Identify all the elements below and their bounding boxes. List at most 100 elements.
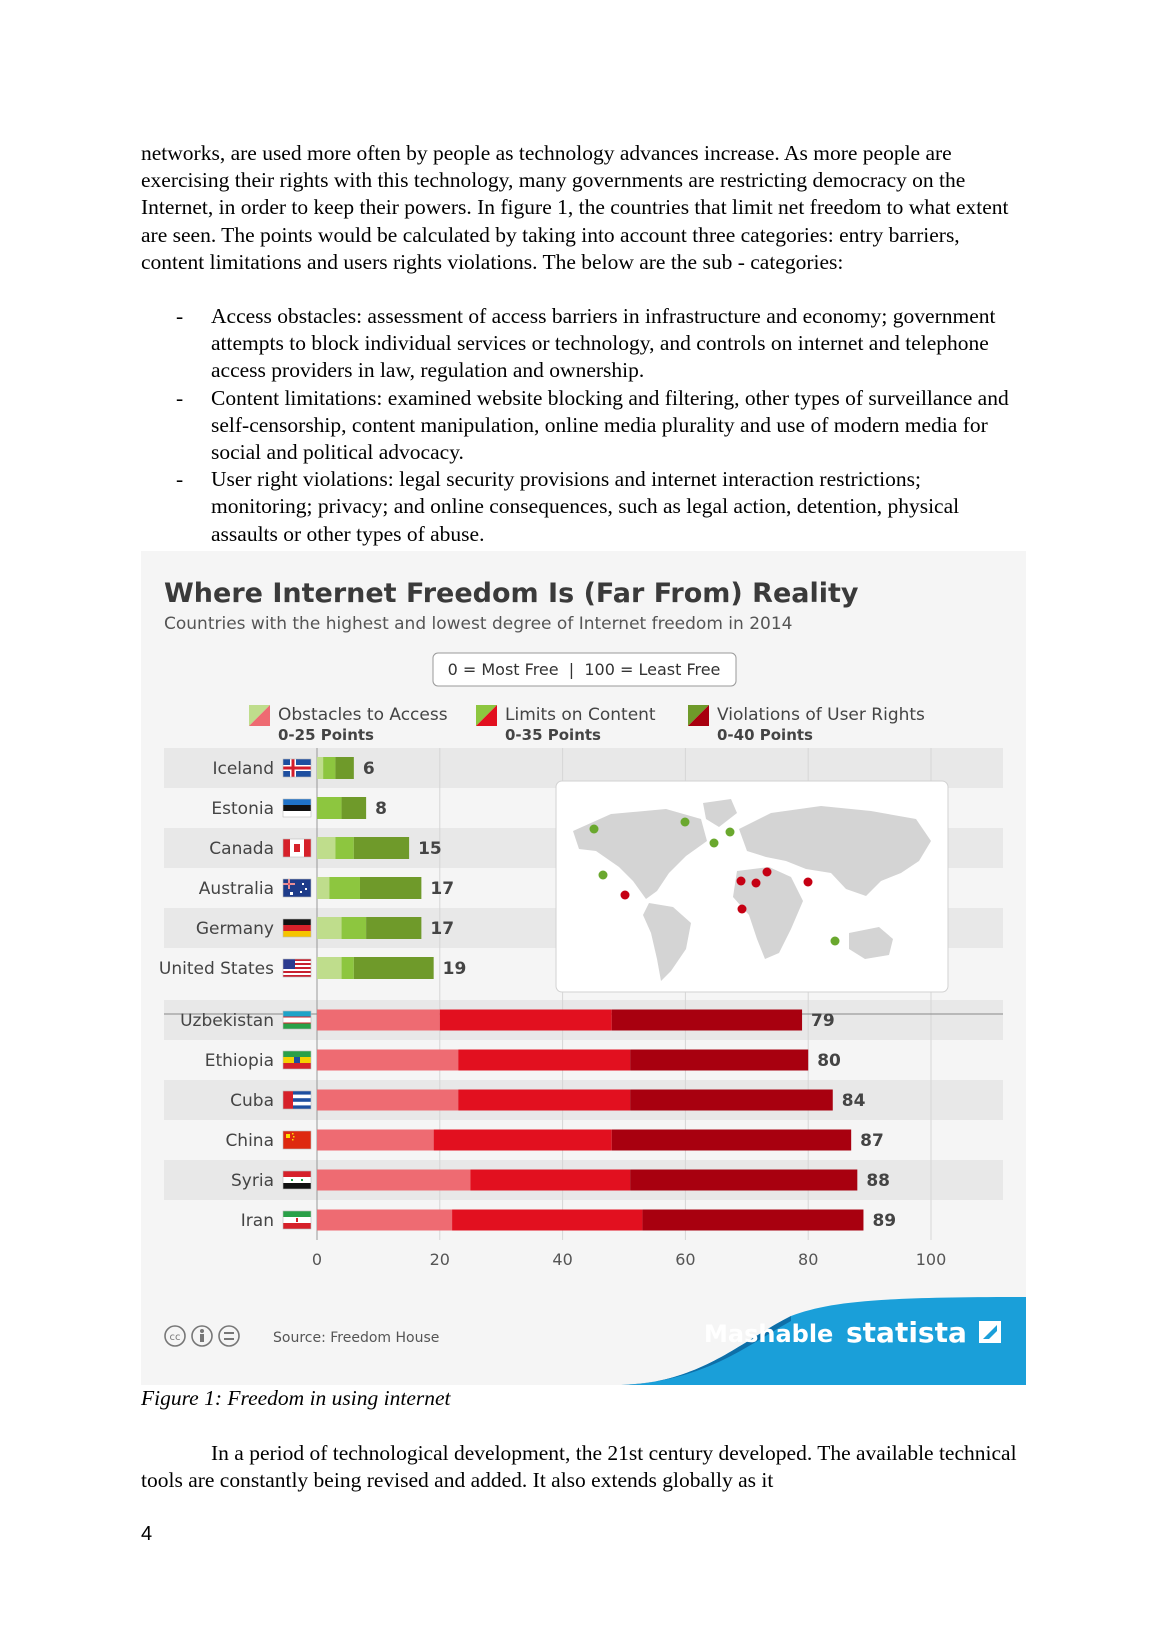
bullet-marker: -	[176, 385, 184, 410]
flag-icon	[282, 758, 312, 778]
x-tick-label: 20	[430, 1250, 450, 1269]
value-label: 89	[872, 1211, 896, 1231]
statista-logo: statista	[846, 1316, 967, 1349]
flag-part	[283, 1051, 311, 1057]
x-tick-label: 60	[675, 1250, 695, 1269]
country-label: China	[225, 1131, 274, 1151]
country-label: Canada	[209, 839, 274, 859]
country-label: Ethiopia	[205, 1051, 274, 1071]
legend-range: 0-40 Points	[717, 726, 813, 744]
value-label: 79	[811, 1011, 835, 1031]
flag-part	[283, 1017, 311, 1023]
bar-segment	[470, 1169, 631, 1191]
flag-border	[282, 878, 312, 898]
flag-part	[283, 975, 311, 977]
map-marker	[803, 877, 813, 887]
cc-icon-glyph: cc	[170, 1332, 181, 1343]
legend-swatch-content-notfree	[476, 705, 497, 726]
legend-item-rights: Violations of User Rights 0-40 Points	[688, 705, 925, 744]
x-tick-label: 40	[552, 1250, 572, 1269]
legend-item-access: Obstacles to Access 0-25 Points	[249, 705, 448, 744]
flag-part	[283, 839, 290, 857]
flag-icon	[282, 838, 312, 858]
flag-part	[283, 1094, 311, 1099]
bar-segment	[317, 1009, 440, 1031]
bullet-marker: -	[176, 304, 184, 328]
map-marker	[598, 870, 608, 880]
page-number: 4	[141, 1523, 153, 1545]
flag-part	[283, 1101, 311, 1106]
flag-icon	[282, 1170, 312, 1190]
flag-border	[282, 758, 312, 778]
country-labels: Iceland Estonia Canada Australia Germany Unit…	[159, 759, 274, 1231]
flag-part	[283, 799, 311, 805]
bar-segment	[317, 1169, 471, 1191]
flag-part	[283, 931, 311, 937]
country-label: United States	[159, 959, 274, 979]
flag-icon	[282, 1130, 312, 1150]
body-paragraph: In a period of technological development…	[141, 1441, 1017, 1493]
bar-segment	[317, 837, 336, 859]
flag-icon	[282, 1010, 312, 1030]
bar-segment	[341, 797, 367, 819]
flag-border	[282, 958, 312, 978]
bar-segment	[317, 797, 342, 819]
map-marker	[736, 876, 746, 886]
flag-border	[282, 1010, 312, 1030]
attribution-icon	[191, 1325, 213, 1347]
list-item: - Content limitations: examined website b…	[141, 385, 1021, 467]
bar-segment	[317, 757, 324, 779]
flag-icon	[282, 878, 312, 898]
flag-part	[293, 1136, 295, 1138]
country-label: Iceland	[212, 759, 274, 779]
legend-label: Violations of User Rights	[717, 705, 925, 725]
bar-segment	[329, 877, 360, 899]
country-label: Australia	[199, 879, 274, 899]
list-item-text: User right violations: legal security pr…	[211, 467, 960, 546]
value-label: 87	[860, 1131, 884, 1151]
legend-label: Limits on Content	[505, 705, 656, 725]
flag-part	[302, 883, 304, 885]
value-label: 80	[817, 1051, 841, 1071]
bullet-marker: -	[176, 467, 184, 492]
x-tick-label: 100	[916, 1250, 947, 1269]
bar-segment	[317, 1209, 453, 1231]
subcategory-list: - Access obstacles: assessment of access …	[141, 303, 1021, 548]
africa-shape	[733, 867, 803, 959]
bar-segment	[611, 1009, 803, 1031]
world-map-inset	[555, 780, 949, 993]
legend-item-content: Limits on Content 0-35 Points	[476, 705, 656, 744]
legend-label: Obstacles to Access	[278, 705, 448, 725]
flag-part	[283, 1011, 311, 1017]
flag-part	[294, 844, 300, 852]
value-label: 17	[430, 919, 454, 939]
flag-part	[283, 967, 311, 969]
flag-part	[283, 971, 311, 973]
bar-segment	[642, 1209, 864, 1231]
bar-segment	[458, 1089, 631, 1111]
flag-part	[283, 1131, 311, 1149]
bar-segment	[353, 837, 410, 859]
cc-icon	[164, 1325, 186, 1347]
country-label: Uzbekistan	[180, 1011, 274, 1031]
list-item: - Access obstacles: assessment of access …	[141, 303, 1021, 385]
flag-icon	[282, 798, 312, 818]
australia-shape	[849, 927, 893, 959]
flag-border	[282, 838, 312, 858]
map-marker	[830, 936, 840, 946]
value-label: 15	[418, 839, 442, 859]
no-derivatives-icon-bar	[224, 1332, 234, 1334]
value-label: 8	[375, 799, 387, 819]
bar-segment	[630, 1089, 833, 1111]
flag-part	[283, 959, 295, 969]
map-marker	[737, 904, 747, 914]
flag-part	[283, 1223, 311, 1229]
flag-border	[282, 798, 312, 818]
legend-swatch-rights-notfree	[688, 705, 709, 726]
flag-icon	[282, 1210, 312, 1230]
map-marker	[762, 867, 772, 877]
bar-segment	[317, 1049, 459, 1071]
list-item: - User right violations: legal security p…	[141, 466, 1021, 548]
chart-subtitle: Countries with the highest and lowest de…	[164, 614, 792, 634]
country-flags	[282, 758, 312, 1230]
